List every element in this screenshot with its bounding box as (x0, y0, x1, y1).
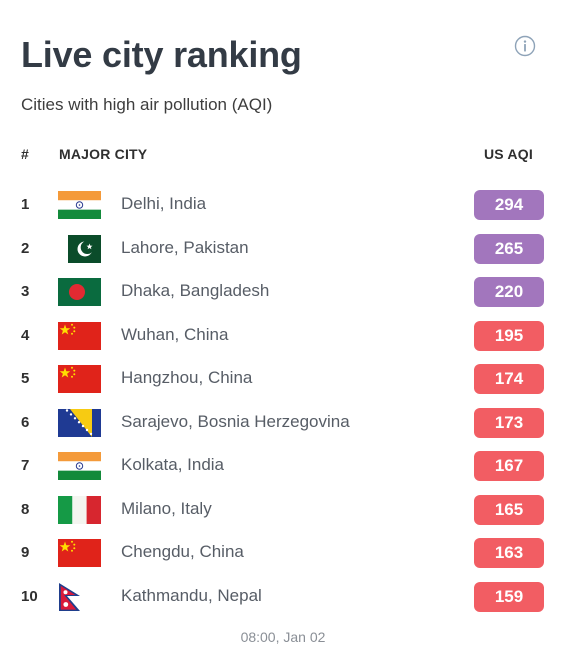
table-row[interactable]: 2 Lahore, Pakistan 265 (0, 227, 566, 271)
info-icon[interactable] (514, 35, 536, 57)
table-row[interactable]: 3 Dhaka, Bangladesh 220 (0, 270, 566, 314)
city-name: Sarajevo, Bosnia Herzegovina (121, 411, 350, 431)
column-header-rank: # (21, 146, 29, 162)
aqi-badge: 163 (474, 538, 544, 568)
city-name: Wuhan, China (121, 324, 229, 344)
rank-number: 9 (21, 544, 30, 561)
pakistan-flag-icon (58, 234, 101, 263)
china-flag-icon (58, 539, 101, 567)
city-name: Delhi, India (121, 194, 207, 213)
india-flag-icon (58, 191, 101, 219)
rank-number: 3 (21, 283, 30, 300)
column-header-aqi: US AQI (484, 146, 533, 162)
aqi-badge: 167 (474, 451, 544, 481)
nepal-flag-icon (58, 582, 101, 611)
rank-number: 10 (21, 587, 38, 605)
table-row[interactable]: 8 Milano, Italy 165 (0, 488, 566, 532)
rank-number: 2 (21, 239, 30, 257)
rank-number: 5 (21, 370, 30, 387)
rank-number: 7 (21, 457, 30, 474)
table-row[interactable]: 5 Hangzhou, China 174 (0, 357, 566, 401)
page-title: Live city ranking (21, 34, 302, 75)
rank-number: 4 (21, 326, 30, 344)
page-subtitle: Cities with high air pollution (AQI) (21, 95, 273, 114)
aqi-badge: 173 (474, 407, 544, 438)
bosnia-flag-icon (58, 408, 101, 437)
rank-number: 6 (21, 413, 30, 431)
china-flag-icon (58, 321, 101, 350)
aqi-badge: 220 (474, 277, 544, 307)
aqi-badge: 265 (474, 233, 544, 264)
rank-number: 1 (21, 196, 30, 213)
aqi-badge: 195 (474, 320, 544, 351)
timestamp: 08:00, Jan 02 (240, 629, 326, 645)
table-row[interactable]: 6 Sarajevo, Bosnia Herzegovina 173 (0, 401, 566, 445)
bangladesh-flag-icon (58, 278, 101, 306)
aqi-badge: 159 (474, 581, 544, 612)
table-row[interactable]: 7 Kolkata, India 167 (0, 444, 566, 488)
india-flag-icon (58, 452, 101, 480)
china-flag-icon (58, 365, 101, 393)
city-name: Kolkata, India (121, 455, 225, 474)
table-row[interactable]: 1 Delhi, India 294 (0, 183, 566, 227)
city-name: Dhaka, Bangladesh (121, 281, 270, 300)
aqi-badge: 174 (474, 364, 544, 394)
column-header-city: MAJOR CITY (59, 146, 148, 162)
table-row[interactable]: 9 Chengdu, China 163 (0, 531, 566, 575)
table-row[interactable]: 4 Wuhan, China 195 (0, 314, 566, 358)
aqi-badge: 294 (474, 190, 544, 220)
city-name: Chengdu, China (121, 542, 244, 561)
city-name: Hangzhou, China (121, 368, 253, 387)
rank-number: 8 (21, 500, 30, 518)
city-name: Milano, Italy (121, 498, 212, 518)
city-name: Lahore, Pakistan (121, 237, 249, 257)
aqi-badge: 165 (474, 494, 544, 525)
city-name: Kathmandu, Nepal (121, 585, 262, 605)
italy-flag-icon (58, 495, 101, 524)
table-row[interactable]: 10 Kathmandu, Nepal 159 (0, 575, 566, 619)
